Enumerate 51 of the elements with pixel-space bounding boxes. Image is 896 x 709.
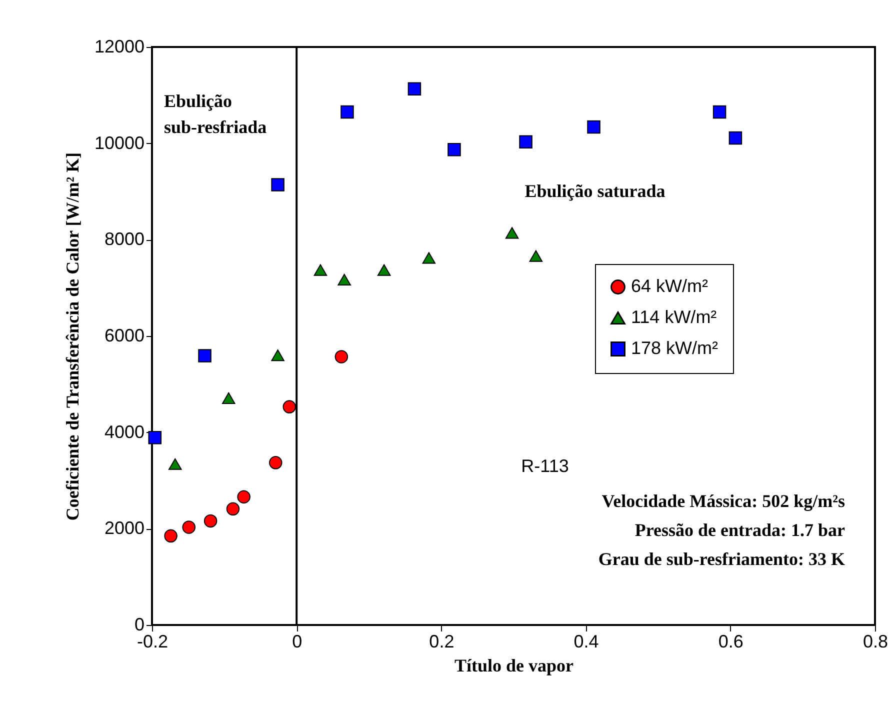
point — [338, 274, 351, 286]
annotation: Ebulição sub-resfriada — [164, 91, 267, 137]
x-axis-title: Título de vapor — [454, 656, 574, 676]
annotation: Grau de sub-resfriamento: 33 K — [598, 549, 845, 569]
y-tick-label: 0 — [134, 614, 144, 634]
x-tick-label: 0.6 — [718, 632, 744, 652]
legend-label: 178 kW/m² — [631, 338, 718, 358]
y-tick-label: 10000 — [94, 132, 144, 153]
legend-label: 64 kW/m² — [631, 276, 708, 296]
point — [271, 178, 284, 192]
point — [282, 400, 296, 414]
point — [519, 135, 532, 149]
x-tick-label: 0.2 — [429, 632, 454, 652]
point — [198, 349, 212, 362]
annotation: R-113 — [521, 456, 569, 476]
point — [334, 350, 348, 364]
y-tick-label: 2000 — [104, 518, 144, 538]
point — [271, 349, 284, 362]
x-tick-label: 0.4 — [574, 632, 599, 652]
y-tick-label: 12000 — [94, 36, 144, 56]
point — [269, 456, 282, 470]
point — [222, 392, 236, 404]
point — [168, 458, 182, 470]
x-tick-label: 0 — [292, 632, 302, 652]
y-tick-label: 8000 — [104, 229, 144, 250]
point — [377, 264, 391, 276]
point — [587, 120, 600, 134]
point — [529, 250, 543, 262]
point — [226, 502, 240, 516]
point — [505, 227, 519, 239]
point — [204, 514, 218, 528]
point — [182, 520, 196, 534]
annotation: Velocidade Mássica: 502 kg/m²s — [602, 491, 845, 511]
point — [712, 105, 726, 119]
point — [340, 105, 354, 119]
y-tick-label: 6000 — [104, 326, 144, 346]
y-tick-label: 4000 — [104, 422, 144, 442]
point — [148, 431, 162, 444]
point — [448, 142, 461, 156]
point — [237, 490, 250, 504]
y-axis-title: Coeficiente de Transferência de Calor [W/m² K] — [62, 152, 82, 521]
point — [728, 131, 742, 145]
annotation: Ebulição saturada — [524, 181, 666, 201]
point — [422, 252, 436, 264]
x-tick-label: 0.8 — [862, 632, 888, 652]
legend-label: 114 kW/m² — [631, 307, 717, 327]
point — [408, 82, 422, 96]
point — [164, 529, 178, 543]
annotation: Pressão de entrada: 1.7 bar — [634, 520, 845, 540]
point — [314, 264, 328, 276]
x-tick-label: -0.2 — [136, 632, 168, 652]
